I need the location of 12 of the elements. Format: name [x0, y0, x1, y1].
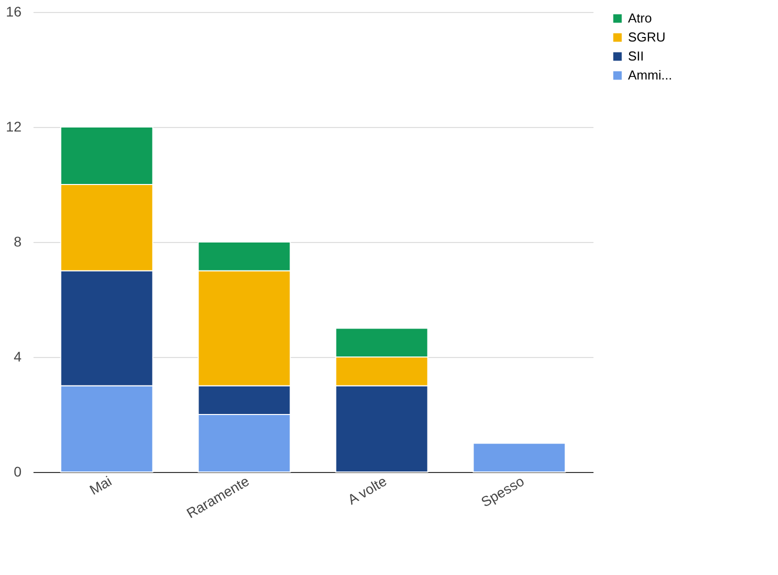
y-tick-label: 16 [6, 4, 22, 20]
legend-label: Ammi... [628, 68, 672, 82]
y-tick-label: 8 [14, 234, 22, 250]
y-tick-label: 0 [14, 464, 22, 480]
legend-label: Atro [628, 10, 652, 26]
legend-label: SII [628, 48, 644, 64]
legend-label: SGRU [628, 30, 666, 44]
bar [472, 442, 566, 472]
x-tick-label: Mai [86, 472, 114, 498]
y-tick-label: 4 [14, 348, 22, 364]
y-tick-label: 12 [6, 118, 22, 134]
x-tick-label: A volte [344, 472, 390, 508]
